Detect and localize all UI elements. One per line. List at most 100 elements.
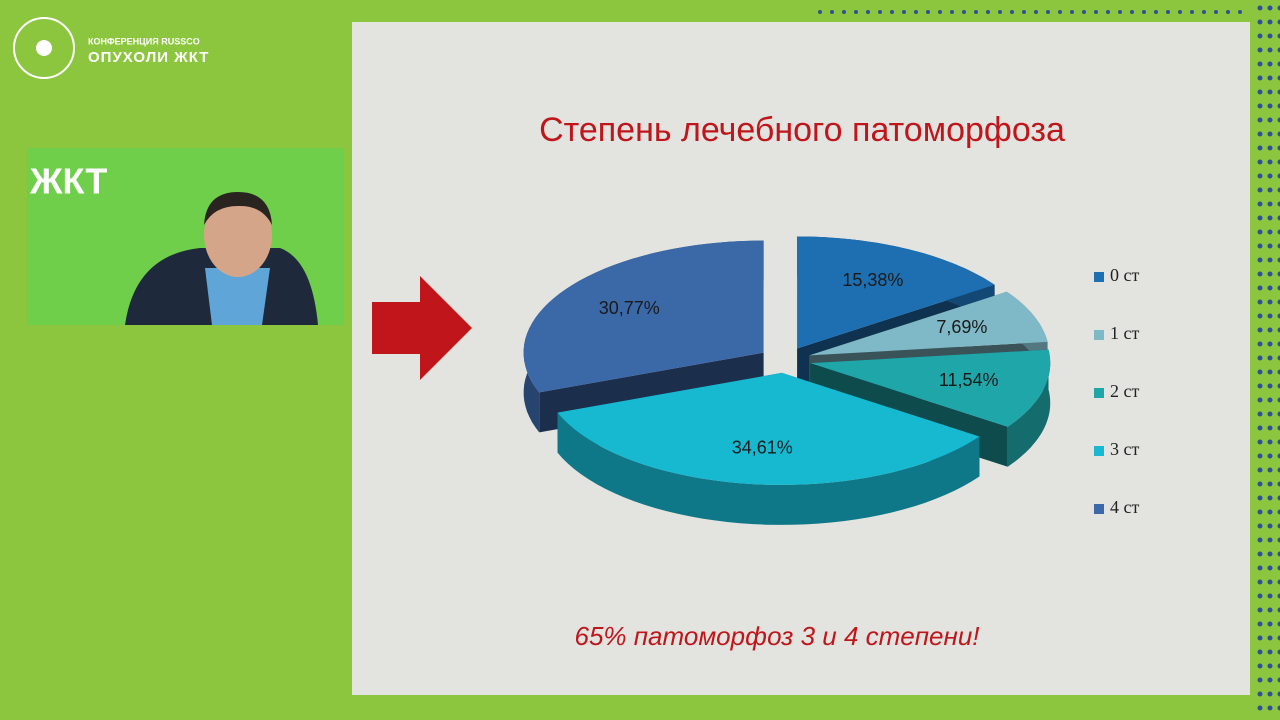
dot xyxy=(1277,467,1280,473)
dot xyxy=(1277,75,1280,81)
dot xyxy=(1267,509,1273,515)
dot xyxy=(1277,215,1280,221)
dot xyxy=(1277,229,1280,235)
dot xyxy=(1257,593,1263,599)
dot xyxy=(1267,425,1273,431)
dot xyxy=(1277,327,1280,333)
pie: 15,38% 30,77% 7,69% 11,54% 34,61% xyxy=(523,236,1051,525)
chart-title: Степень лечебного патоморфоза xyxy=(539,111,1065,149)
dot xyxy=(1257,495,1263,501)
dot xyxy=(1214,10,1218,14)
value-label: 30,77% xyxy=(599,298,660,318)
dot xyxy=(1257,369,1263,375)
dot xyxy=(1257,355,1263,361)
dot xyxy=(1257,145,1263,151)
dot xyxy=(1257,537,1263,543)
legend-swatch xyxy=(1094,330,1104,340)
dot xyxy=(890,10,894,14)
dot xyxy=(1277,299,1280,305)
dot xyxy=(1010,10,1014,14)
dot xyxy=(1257,397,1263,403)
dot xyxy=(1277,551,1280,557)
dot xyxy=(1267,635,1273,641)
dot xyxy=(950,10,954,14)
slice-top xyxy=(523,240,764,393)
dot xyxy=(1267,453,1273,459)
slice-top xyxy=(557,372,980,485)
dot xyxy=(1257,621,1263,627)
dot xyxy=(1070,10,1074,14)
dot xyxy=(1277,663,1280,669)
legend-swatch xyxy=(1094,446,1104,456)
slice-side xyxy=(1007,349,1051,467)
dot xyxy=(830,10,834,14)
dot xyxy=(1277,425,1280,431)
dot xyxy=(818,10,822,14)
dot xyxy=(1267,201,1273,207)
dot xyxy=(1277,89,1280,95)
dot xyxy=(1277,187,1280,193)
dot xyxy=(1267,131,1273,137)
dot xyxy=(1226,10,1230,14)
dot xyxy=(1277,509,1280,515)
dot xyxy=(1267,369,1273,375)
dot xyxy=(1046,10,1050,14)
dot xyxy=(1267,355,1273,361)
dot xyxy=(1277,649,1280,655)
dot xyxy=(866,10,870,14)
dot xyxy=(1277,355,1280,361)
dot xyxy=(1277,523,1280,529)
dot xyxy=(1277,271,1280,277)
dot xyxy=(1277,397,1280,403)
dot xyxy=(1267,691,1273,697)
dot xyxy=(1277,285,1280,291)
legend-label: 2 ст xyxy=(1110,381,1139,401)
dot xyxy=(1267,271,1273,277)
dot xyxy=(926,10,930,14)
dot xyxy=(902,10,906,14)
dot xyxy=(962,10,966,14)
dot xyxy=(1257,313,1263,319)
dot xyxy=(938,10,942,14)
dot xyxy=(1257,705,1263,711)
value-label: 11,54% xyxy=(939,370,999,390)
dot xyxy=(1118,10,1122,14)
dot xyxy=(1257,565,1263,571)
slice-side xyxy=(557,412,980,525)
dot xyxy=(1022,10,1026,14)
dot xyxy=(1257,89,1263,95)
dot xyxy=(1267,705,1273,711)
dot xyxy=(1190,10,1194,14)
dot xyxy=(1277,145,1280,151)
dot xyxy=(1257,201,1263,207)
speaker-head xyxy=(204,193,272,277)
dot xyxy=(1257,327,1263,333)
dot xyxy=(1277,341,1280,347)
dot xyxy=(1257,663,1263,669)
dot xyxy=(1267,593,1273,599)
arrow xyxy=(372,276,472,380)
dot xyxy=(1257,173,1263,179)
dot xyxy=(1277,607,1280,613)
dot xyxy=(1257,47,1263,53)
video-caption: ЖКТ xyxy=(29,161,107,202)
dot xyxy=(1277,313,1280,319)
dot xyxy=(1267,117,1273,123)
dot xyxy=(1277,383,1280,389)
dot xyxy=(878,10,882,14)
dot xyxy=(1277,635,1280,641)
dot xyxy=(1277,705,1280,711)
legend-label: 4 ст xyxy=(1110,497,1139,517)
dot xyxy=(1267,19,1273,25)
dot xyxy=(1257,383,1263,389)
legend: 0 ст 1 ст 2 ст 3 ст 4 ст xyxy=(1094,265,1139,517)
slice xyxy=(557,372,980,525)
header-org: КОНФЕРЕНЦИЯ RUSSCO xyxy=(88,36,200,46)
dot xyxy=(1277,621,1280,627)
dot xyxy=(1277,159,1280,165)
dot xyxy=(1267,229,1273,235)
dot xyxy=(1277,691,1280,697)
dot xyxy=(1178,10,1182,14)
dot xyxy=(1267,341,1273,347)
